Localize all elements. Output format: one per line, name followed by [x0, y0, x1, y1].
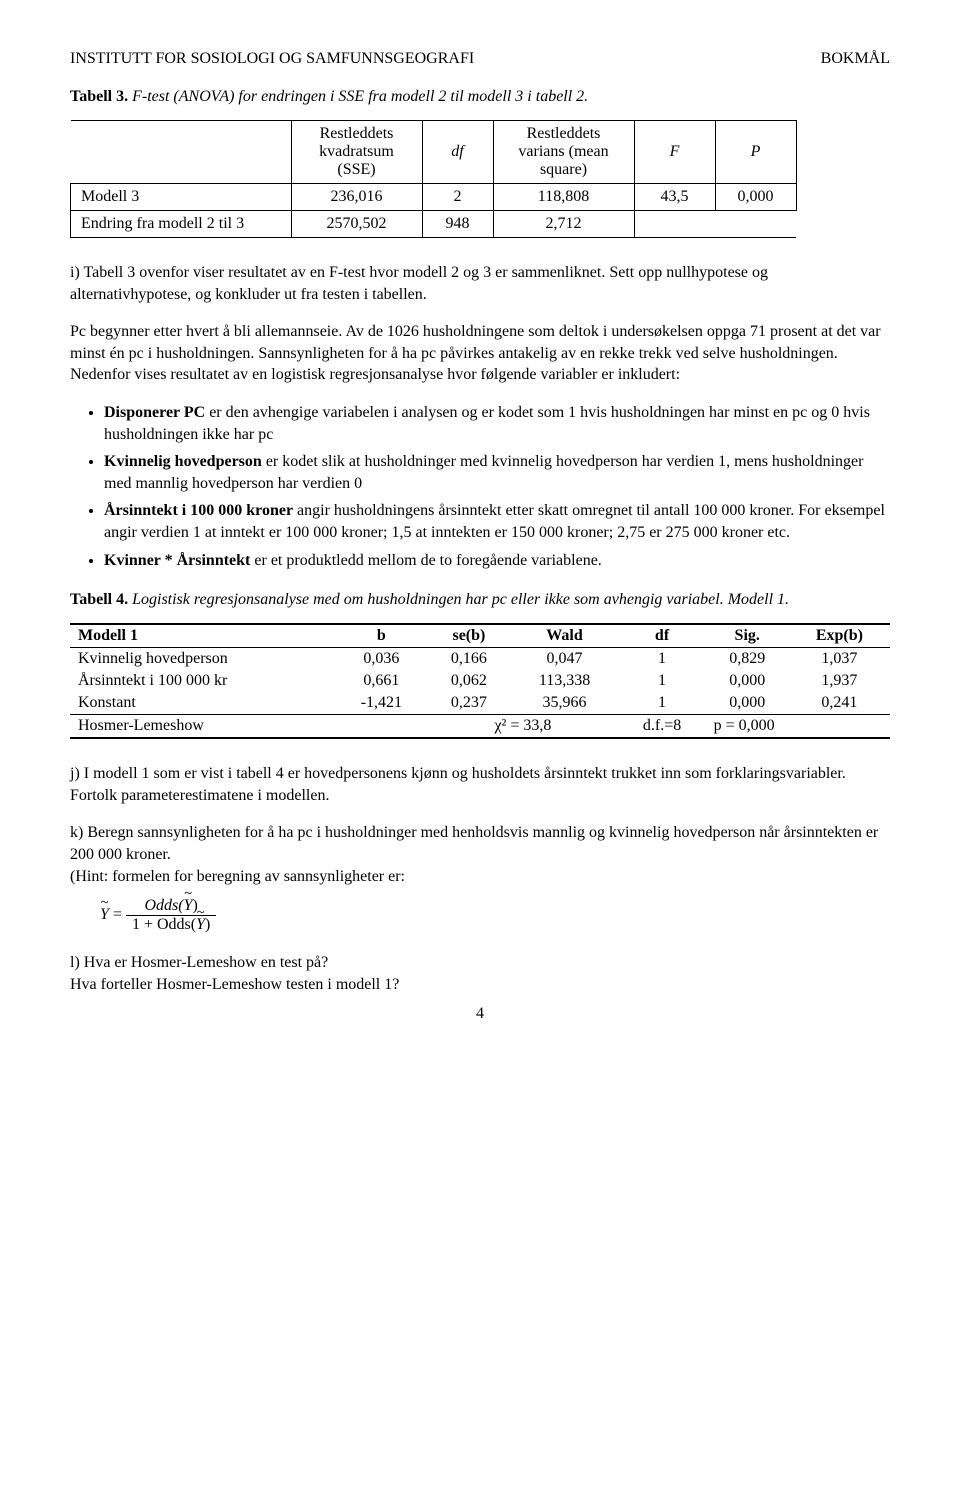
- t4-r3-sig: 0,000: [706, 692, 789, 715]
- table3-title: Tabell 3. F-test (ANOVA) for endringen i…: [70, 88, 890, 106]
- t4-r3-exp: 0,241: [789, 692, 890, 715]
- para-l2: Hva forteller Hosmer-Lemeshow testen i m…: [70, 976, 399, 993]
- b4-rest: er et produktledd mellom de to foregåend…: [250, 552, 601, 569]
- t3-r1-ms: 118,808: [493, 184, 634, 211]
- page-header: INSTITUTT FOR SOSIOLOGI OG SAMFUNNSGEOGR…: [70, 50, 890, 68]
- t3-r2-P: [715, 211, 796, 238]
- para-i: i) Tabell 3 ovenfor viser resultatet av …: [70, 262, 890, 305]
- list-item: Kvinnelig hovedperson er kodet slik at h…: [104, 451, 890, 494]
- table3-title-bold: Tabell 3.: [70, 88, 128, 105]
- t4-r3-b: -1,421: [335, 692, 427, 715]
- t4-r2-wald: 113,338: [511, 670, 619, 692]
- t3-r2-F: [634, 211, 715, 238]
- t4-r3-wald: 35,966: [511, 692, 619, 715]
- probability-formula: Y = Odds(Y) 1 + Odds(Y): [100, 897, 890, 934]
- t4-h-sig: Sig.: [706, 624, 789, 648]
- b1-bold: Disponerer PC: [104, 404, 205, 421]
- t4-r1-sig: 0,829: [706, 648, 789, 671]
- table-row: Modell 3 236,016 2 118,808 43,5 0,000: [71, 184, 797, 211]
- t3-r2-label: Endring fra modell 2 til 3: [71, 211, 292, 238]
- table-row: Endring fra modell 2 til 3 2570,502 948 …: [71, 211, 797, 238]
- t4-hl-p: p = 0,000: [706, 715, 890, 739]
- b2-bold: Kvinnelig hovedperson: [104, 453, 262, 470]
- t3-h-df: df: [422, 121, 493, 184]
- t3-h-ms: Restleddets varians (mean square): [493, 121, 634, 184]
- t4-h-se: se(b): [427, 624, 510, 648]
- page-number: 4: [70, 1005, 890, 1023]
- t4-r2-label: Årsinntekt i 100 000 kr: [70, 670, 335, 692]
- t3-r2-df: 948: [422, 211, 493, 238]
- t4-r2-exp: 1,937: [789, 670, 890, 692]
- t3-h-F: F: [634, 121, 715, 184]
- fraction: Odds(Y) 1 + Odds(Y): [126, 897, 216, 934]
- para-k: k) Beregn sannsynligheten for å ha pc i …: [70, 822, 890, 887]
- t4-r1-exp: 1,037: [789, 648, 890, 671]
- list-item: Disponerer PC er den avhengige variabele…: [104, 402, 890, 445]
- table3-title-rest: F-test (ANOVA) for endringen i SSE fra m…: [128, 88, 588, 105]
- t4-hl-df: d.f.=8: [619, 715, 706, 739]
- t3-r2-sse: 2570,502: [291, 211, 422, 238]
- t4-r1-b: 0,036: [335, 648, 427, 671]
- t3-h-sse: Restleddets kvadratsum (SSE): [291, 121, 422, 184]
- equals: =: [113, 906, 126, 923]
- para-k1: k) Beregn sannsynligheten for å ha pc i …: [70, 824, 878, 863]
- b3-bold: Årsinntekt i 100 000 kroner: [104, 502, 293, 519]
- t4-h-exp: Exp(b): [789, 624, 890, 648]
- t3-r2-ms: 2,712: [493, 211, 634, 238]
- t3-r1-F: 43,5: [634, 184, 715, 211]
- denominator: 1 + Odds(Y): [126, 916, 216, 934]
- t3-empty: [71, 121, 292, 184]
- table-row: Konstant -1,421 0,237 35,966 1 0,000 0,2…: [70, 692, 890, 715]
- t4-hl-label: Hosmer-Lemeshow: [70, 715, 335, 739]
- t4-hl-chi: χ² = 33,8: [427, 715, 618, 739]
- b1-rest: er den avhengige variabelen i analysen o…: [104, 404, 870, 443]
- variable-list: Disponerer PC er den avhengige variabele…: [70, 402, 890, 571]
- list-item: Kvinner * Årsinntekt er et produktledd m…: [104, 550, 890, 572]
- table4-title: Tabell 4. Logistisk regresjonsanalyse me…: [70, 591, 890, 609]
- t4-h-wald: Wald: [511, 624, 619, 648]
- para-l1: l) Hva er Hosmer-Lemeshow en test på?: [70, 954, 328, 971]
- table4: Modell 1 b se(b) Wald df Sig. Exp(b) Kvi…: [70, 623, 890, 739]
- header-right: BOKMÅL: [821, 50, 890, 68]
- b4-bold: Kvinner * Årsinntekt: [104, 552, 250, 569]
- t4-r1-df: 1: [619, 648, 706, 671]
- para-l: l) Hva er Hosmer-Lemeshow en test på? Hv…: [70, 952, 890, 995]
- t4-r3-label: Konstant: [70, 692, 335, 715]
- t3-r1-sse: 236,016: [291, 184, 422, 211]
- t4-r2-b: 0,661: [335, 670, 427, 692]
- formula-lhs: Y: [100, 906, 109, 923]
- t4-r1-wald: 0,047: [511, 648, 619, 671]
- t3-r1-df: 2: [422, 184, 493, 211]
- t4-r3-df: 1: [619, 692, 706, 715]
- t4-r3-se: 0,237: [427, 692, 510, 715]
- para-pc: Pc begynner etter hvert å bli allemannse…: [70, 321, 890, 386]
- t3-r1-label: Modell 3: [71, 184, 292, 211]
- table-row: Modell 1 b se(b) Wald df Sig. Exp(b): [70, 624, 890, 648]
- table4-title-rest: Logistisk regresjonsanalyse med om husho…: [128, 591, 789, 608]
- header-left: INSTITUTT FOR SOSIOLOGI OG SAMFUNNSGEOGR…: [70, 50, 474, 68]
- t4-h-b: b: [335, 624, 427, 648]
- t4-r2-df: 1: [619, 670, 706, 692]
- t4-h-df: df: [619, 624, 706, 648]
- table-row: Hosmer-Lemeshow χ² = 33,8 d.f.=8 p = 0,0…: [70, 715, 890, 739]
- t4-r1-se: 0,166: [427, 648, 510, 671]
- t4-r2-sig: 0,000: [706, 670, 789, 692]
- t4-r1-label: Kvinnelig hovedperson: [70, 648, 335, 671]
- table3: Restleddets kvadratsum (SSE) df Restledd…: [70, 120, 797, 238]
- para-j: j) I modell 1 som er vist i tabell 4 er …: [70, 763, 890, 806]
- t3-r1-P: 0,000: [715, 184, 796, 211]
- list-item: Årsinntekt i 100 000 kroner angir hushol…: [104, 500, 890, 543]
- t4-r2-se: 0,062: [427, 670, 510, 692]
- table-row: Kvinnelig hovedperson 0,036 0,166 0,047 …: [70, 648, 890, 671]
- table-row: Årsinntekt i 100 000 kr 0,661 0,062 113,…: [70, 670, 890, 692]
- t3-h-P: P: [715, 121, 796, 184]
- t4-h-m: Modell 1: [70, 624, 335, 648]
- table4-title-bold: Tabell 4.: [70, 591, 128, 608]
- para-k2: (Hint: formelen for beregning av sannsyn…: [70, 868, 405, 885]
